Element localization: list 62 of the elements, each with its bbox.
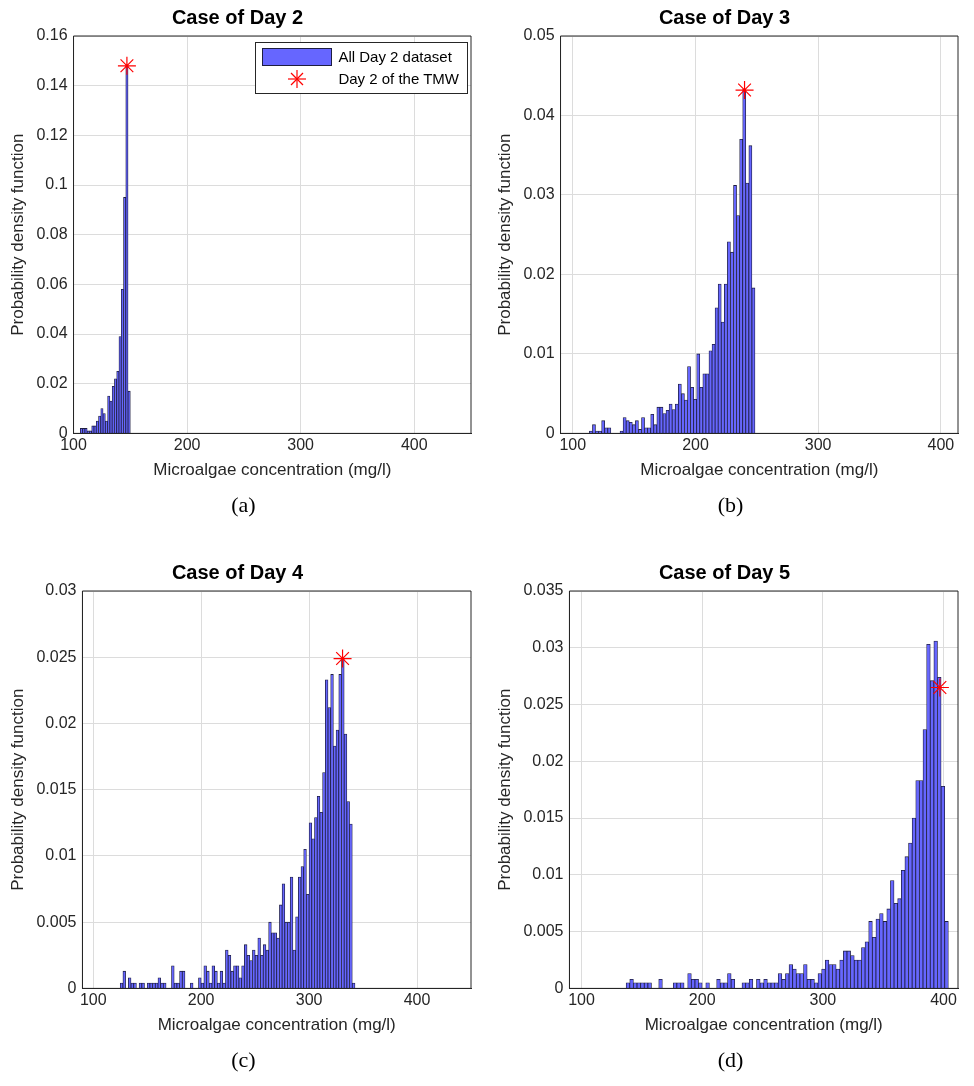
y-tick-label: 0.025: [523, 694, 564, 712]
x-tick-label: 100: [559, 436, 587, 454]
y-tick-label: 0.14: [36, 76, 68, 94]
chart-title: Case of Day 5: [658, 560, 791, 583]
y-axis-title: Probability density function: [7, 688, 27, 891]
legend-label: Day 2 of the TMW: [338, 69, 459, 89]
y-axis-title: Probability density function: [494, 133, 514, 336]
x-tick-label: 100: [568, 991, 595, 1009]
y-axis-title: Probability density function: [494, 688, 514, 891]
y-tick-label: 0: [545, 423, 555, 441]
y-tick-label: 0: [554, 978, 564, 996]
y-tick-label: 0.025: [36, 647, 77, 665]
x-axis-title: Microalgae concentration (mg/l): [153, 460, 392, 480]
chart-title: Case of Day 4: [171, 560, 304, 583]
chart-title: Case of Day 3: [658, 5, 791, 28]
y-tick-label: 0.015: [36, 780, 77, 798]
y-tick-label: 0: [67, 978, 77, 996]
y-tick-label: 0.005: [523, 922, 564, 940]
y-tick-label: 0.1: [45, 175, 68, 193]
y-tick-label: 0.05: [523, 26, 555, 44]
y-tick-label: 0.08: [36, 225, 68, 243]
y-tick-label: 0.02: [36, 374, 68, 392]
y-tick-label: 0.035: [523, 581, 564, 599]
legend-label: All Day 2 dataset: [338, 47, 452, 67]
y-tick-label: 0.16: [36, 26, 68, 44]
text: (b): [716, 492, 745, 518]
y-tick-label: 0.01: [532, 865, 564, 883]
y-tick-label: 0.01: [523, 344, 555, 362]
y-tick-label: 0.02: [523, 264, 555, 282]
y-tick-label: 0.02: [532, 751, 564, 769]
y-tick-label: 0.04: [36, 324, 68, 342]
x-tick-label: 300: [295, 991, 323, 1009]
x-tick-label: 300: [287, 436, 315, 454]
y-tick-label: 0.03: [532, 638, 564, 656]
x-tick-label: 400: [400, 436, 428, 454]
x-tick-label: 200: [682, 436, 709, 454]
y-tick-label: 0.02: [45, 713, 77, 731]
y-tick-label: 0.06: [36, 274, 68, 292]
x-tick-label: 200: [173, 436, 201, 454]
x-tick-label: 200: [688, 991, 716, 1009]
y-tick-label: 0.03: [523, 185, 555, 203]
y-tick-label: 0.04: [523, 105, 555, 123]
y-tick-label: 0.03: [45, 581, 77, 599]
y-tick-label: 0.005: [36, 912, 77, 930]
y-tick-label: 0.01: [45, 846, 77, 864]
x-tick-label: 300: [809, 991, 837, 1009]
x-axis-title: Microalgae concentration (mg/l): [640, 460, 879, 480]
x-tick-label: 400: [403, 991, 431, 1009]
text: (c): [230, 1047, 257, 1073]
x-axis-title: Microalgae concentration (mg/l): [644, 1015, 883, 1035]
x-tick-label: 100: [79, 991, 107, 1009]
text: (a): [230, 492, 257, 518]
y-tick-label: 0.015: [523, 808, 564, 826]
y-axis-title: Probability density function: [7, 133, 27, 336]
y-tick-label: 0.12: [36, 125, 68, 143]
chart-title: Case of Day 2: [171, 5, 304, 28]
x-axis-title: Microalgae concentration (mg/l): [157, 1015, 396, 1035]
text: (d): [716, 1047, 745, 1073]
x-tick-label: 200: [187, 991, 215, 1009]
x-tick-label: 300: [804, 436, 832, 454]
x-tick-label: 400: [927, 436, 955, 454]
x-tick-label: 400: [930, 991, 957, 1009]
